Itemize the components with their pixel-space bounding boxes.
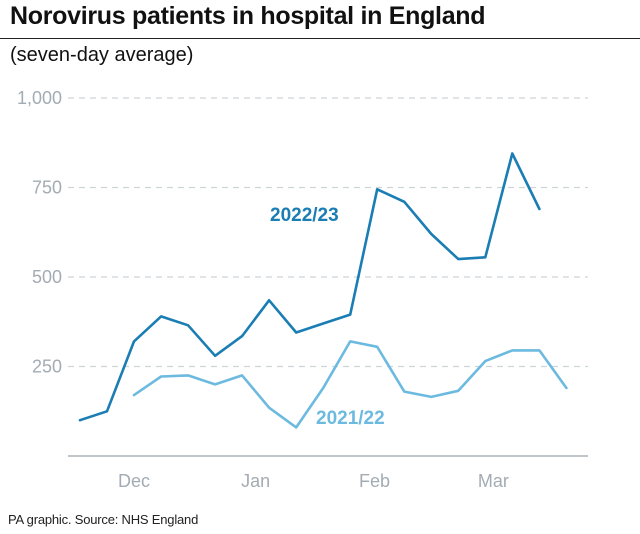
chart-title: Norovirus patients in hospital in Englan… — [10, 2, 486, 30]
series-line-2021-22 — [132, 340, 568, 429]
x-tick-label: Mar — [478, 471, 509, 491]
grid-lines — [68, 97, 588, 368]
y-tick-label: 1,000 — [17, 88, 62, 108]
y-tick-label: 250 — [32, 357, 62, 377]
series-lines — [78, 152, 568, 429]
y-tick-label: 500 — [32, 267, 62, 287]
y-axis-ticks: 250 500 750 1,000 — [17, 88, 62, 377]
x-tick-label: Feb — [359, 471, 390, 491]
x-tick-label: Jan — [241, 471, 270, 491]
series-label-2022-23: 2022/23 — [270, 205, 339, 226]
x-axis-ticks: Dec Jan Feb Mar — [118, 471, 509, 491]
chart-subtitle: (seven-day average) — [10, 44, 194, 66]
x-tick-label: Dec — [118, 471, 150, 491]
y-tick-label: 750 — [32, 178, 62, 198]
series-label-2021-22: 2021/22 — [316, 408, 385, 429]
series-labels: 2022/23 2021/22 — [270, 205, 385, 429]
series-line-2022-23 — [78, 152, 541, 422]
title-divider — [0, 38, 640, 39]
source-footer: PA graphic. Source: NHS England — [8, 512, 199, 527]
